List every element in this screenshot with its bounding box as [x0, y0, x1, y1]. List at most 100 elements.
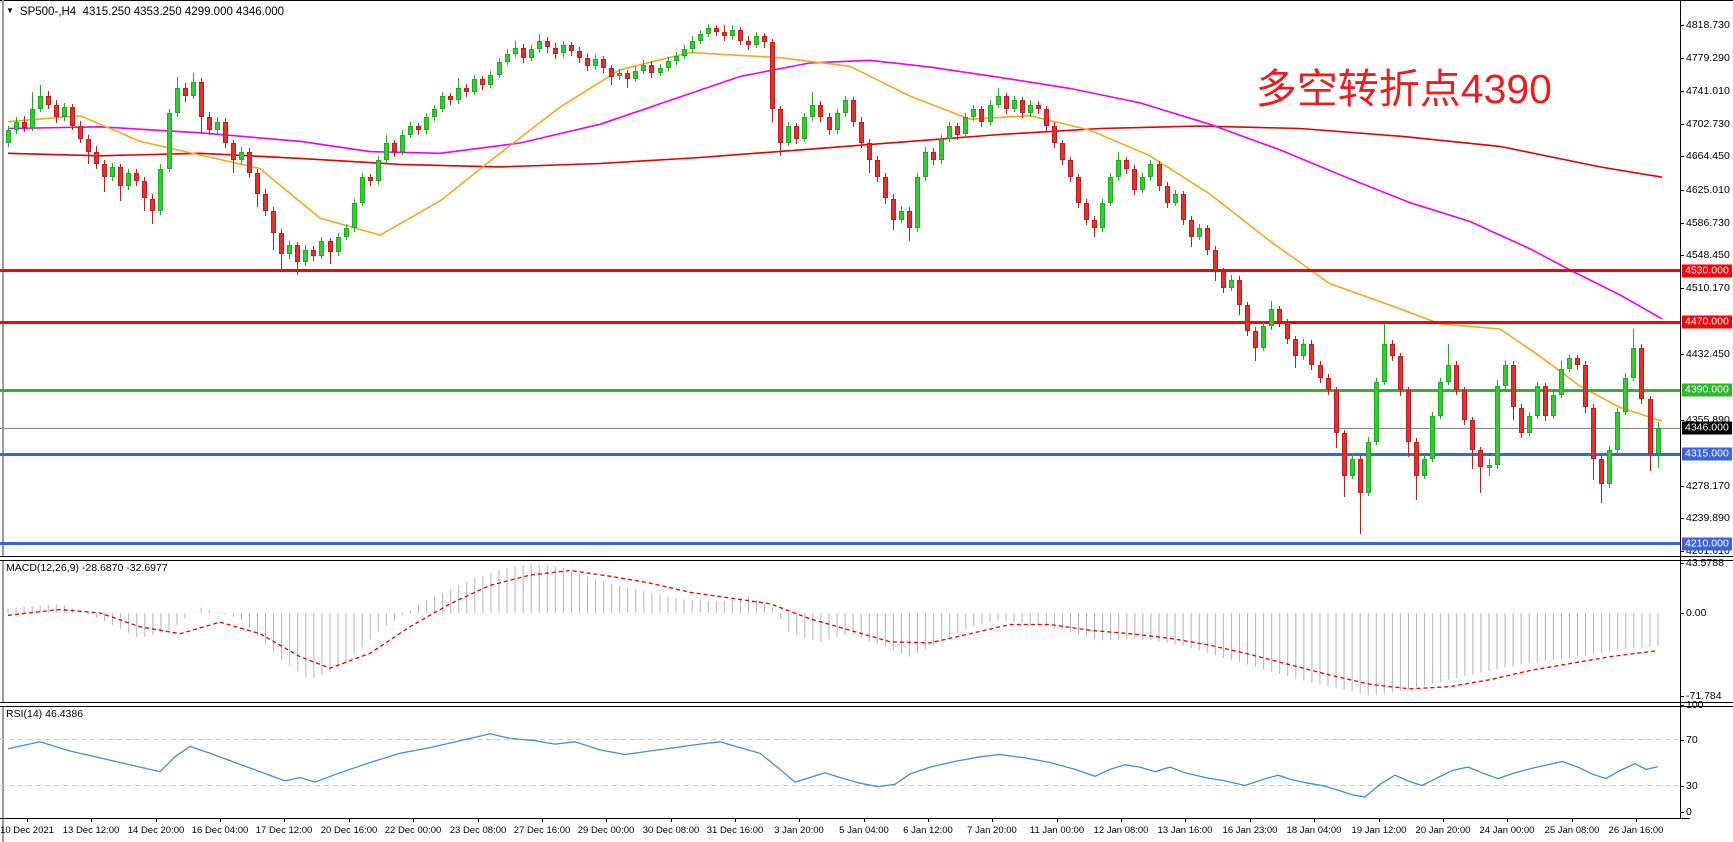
time-tick — [1379, 818, 1380, 822]
candle-bearish — [1156, 164, 1162, 186]
candle-bullish — [786, 126, 792, 144]
candle-bearish — [931, 151, 937, 161]
window-left-border — [2, 0, 4, 842]
ma-magenta-line — [7, 59, 1663, 320]
candle-bullish — [995, 96, 1001, 105]
candle-bearish — [1164, 185, 1170, 203]
time-axis-label: 13 Jan 16:00 — [1157, 825, 1213, 836]
candle-bearish — [311, 249, 317, 256]
level-line-4470[interactable] — [0, 321, 1680, 324]
candle-bullish — [1349, 458, 1355, 476]
candle-bearish — [1357, 458, 1363, 493]
level-line-4530[interactable] — [0, 269, 1680, 272]
macd-axis-label: 0.00 — [1686, 607, 1707, 619]
panel-separator-rsi[interactable] — [0, 702, 1733, 707]
candle-bullish — [472, 79, 478, 92]
candle-bullish — [681, 49, 687, 56]
candle-bullish — [343, 228, 349, 237]
time-axis-label: 3 Jan 20:00 — [774, 825, 824, 836]
panel-separator-macd[interactable] — [0, 556, 1733, 561]
time-axis-label: 16 Dec 04:00 — [191, 825, 249, 836]
candle-bearish — [826, 117, 832, 131]
candle-bullish — [1261, 326, 1267, 348]
candle-bullish — [915, 177, 920, 229]
candle-bullish — [488, 74, 494, 85]
candle-wick — [1480, 446, 1482, 493]
symbol-dropdown-icon[interactable]: ▼ — [6, 6, 14, 15]
candle-bearish — [1389, 343, 1395, 357]
time-tick — [1572, 818, 1573, 822]
time-tick — [992, 818, 993, 822]
candle-bearish — [794, 126, 800, 139]
candle-bullish — [754, 36, 759, 45]
level-line-4315[interactable] — [0, 453, 1680, 456]
level-line-4210[interactable] — [0, 542, 1680, 545]
candle-bearish — [480, 79, 486, 86]
candle-bullish — [190, 81, 196, 97]
candle-bullish — [1148, 164, 1154, 178]
candle-bearish — [1510, 364, 1516, 408]
candle-bearish — [737, 30, 743, 41]
time-axis-label: 25 Jan 08:00 — [1544, 825, 1600, 836]
candle-bearish — [882, 177, 888, 199]
candle-bearish — [1180, 194, 1186, 220]
price-axis-label: 4586.730 — [1686, 217, 1730, 229]
time-tick — [91, 818, 92, 822]
candle-bearish — [1414, 441, 1419, 476]
main-chart-panel[interactable] — [0, 1, 1680, 556]
candle-bearish — [271, 211, 277, 233]
rsi-panel[interactable]: RSI(14) 46.4386 — [0, 705, 1680, 818]
price-axis-label: 4702.730 — [1686, 118, 1730, 130]
time-tick — [349, 818, 350, 822]
time-axis-label: 23 Dec 08:00 — [449, 825, 507, 836]
candle-wick — [1359, 455, 1361, 534]
time-axis[interactable]: 10 Dec 2021 13 Dec 12:00 14 Dec 20:00 16 De… — [0, 818, 1733, 842]
macd-tick — [1680, 696, 1684, 697]
rsi-tick — [1680, 740, 1684, 741]
level-line-4390[interactable] — [0, 389, 1680, 392]
candle-bearish — [263, 194, 269, 212]
price-axis-label: 4355.890 — [1686, 414, 1730, 426]
price-tick — [1680, 420, 1684, 421]
candle-bearish — [142, 181, 148, 199]
candle-bearish — [1019, 100, 1025, 114]
candle-bearish — [1076, 177, 1081, 203]
moving-averages-layer — [7, 51, 1663, 422]
macd-panel[interactable]: MACD(12,26,9) -28.6870 -32.6977 — [0, 559, 1680, 702]
candle-bearish — [552, 47, 558, 54]
candle-bullish — [657, 68, 663, 74]
time-axis-label: 24 Jan 00:00 — [1479, 825, 1535, 836]
candle-bullish — [13, 121, 19, 131]
annotation-text[interactable]: 多空转折点4390 — [1255, 66, 1552, 112]
candle-bullish — [1494, 386, 1500, 466]
candlestick-layer — [5, 23, 1661, 534]
time-tick — [413, 818, 414, 822]
candle-bearish — [850, 100, 856, 122]
macd-tick — [1680, 613, 1684, 614]
current-price-line — [0, 428, 1680, 429]
price-axis-label: 4779.290 — [1686, 52, 1730, 64]
candle-bearish — [182, 87, 188, 97]
candle-bearish — [1067, 160, 1073, 178]
candle-bearish — [890, 198, 896, 220]
candle-bullish — [174, 87, 180, 114]
candle-bearish — [770, 42, 776, 109]
candle-bullish — [37, 96, 43, 109]
candle-bullish — [29, 108, 35, 128]
price-tick — [1680, 518, 1684, 519]
candle-bearish — [391, 143, 397, 152]
ma-orange-line — [7, 51, 1663, 422]
macd-tick — [1680, 563, 1684, 564]
candle-bearish — [1220, 271, 1226, 289]
price-axis-label: 4818.730 — [1686, 19, 1730, 31]
time-axis-label: 18 Jan 04:00 — [1286, 825, 1342, 836]
candle-bullish — [641, 64, 647, 71]
candle-bearish — [1647, 398, 1653, 455]
candle-bearish — [762, 36, 768, 43]
candle-bearish — [1059, 143, 1065, 161]
candle-bullish — [1116, 160, 1122, 178]
candle-bearish — [1132, 168, 1138, 190]
candle-bearish — [713, 27, 719, 33]
ma-red-line — [7, 125, 1663, 178]
candle-bearish — [416, 126, 421, 131]
